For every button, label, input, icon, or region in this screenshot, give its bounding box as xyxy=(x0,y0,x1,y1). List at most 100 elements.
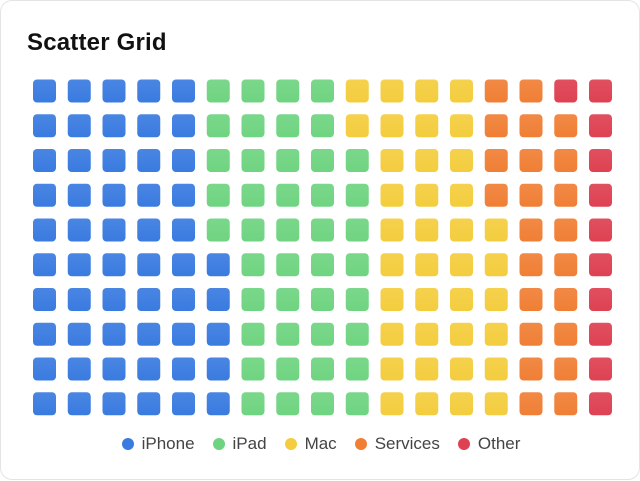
waffle-cell-iphone xyxy=(172,357,195,381)
waffle-cell-other xyxy=(589,149,612,172)
legend-label: Other xyxy=(477,434,521,453)
waffle-cell-iphone xyxy=(137,322,161,346)
waffle-cell-iphone xyxy=(67,218,91,242)
waffle-cell-mac xyxy=(380,288,404,311)
waffle-cell-ipad xyxy=(311,253,334,277)
waffle-cell-iphone xyxy=(102,79,126,103)
waffle-cell-mac xyxy=(484,357,508,381)
waffle-cell-services xyxy=(519,114,543,138)
waffle-cell-other xyxy=(589,79,612,103)
waffle-cell-iphone xyxy=(137,288,161,311)
waffle-cell-ipad xyxy=(241,79,265,103)
waffle-cell-iphone xyxy=(67,288,91,311)
waffle-cell-ipad xyxy=(276,218,300,242)
waffle-cell-services xyxy=(519,218,543,242)
waffle-cell-mac xyxy=(484,218,508,242)
legend-item-services: Services xyxy=(354,434,440,454)
waffle-cell-iphone xyxy=(102,392,126,416)
legend-swatch xyxy=(354,438,367,450)
waffle-cell-other xyxy=(589,253,612,277)
waffle-cell-mac xyxy=(415,183,439,207)
waffle-cell-other xyxy=(589,288,612,311)
waffle-cell-iphone xyxy=(102,114,126,138)
waffle-cell-mac xyxy=(450,288,473,311)
waffle-cell-services xyxy=(519,149,543,172)
waffle-cell-ipad xyxy=(276,392,300,416)
waffle-cell-ipad xyxy=(276,149,300,172)
waffle-cell-iphone xyxy=(33,218,56,242)
waffle-cell-mac xyxy=(415,79,439,103)
waffle-cell-ipad xyxy=(311,149,334,172)
waffle-cell-ipad xyxy=(345,218,369,242)
waffle-cell-iphone xyxy=(172,392,195,416)
legend-label: iPhone xyxy=(141,434,195,453)
waffle-cell-ipad xyxy=(311,357,334,381)
waffle-cell-ipad xyxy=(276,357,300,381)
waffle-cell-iphone xyxy=(137,357,161,381)
legend-item-other: Other xyxy=(457,434,521,454)
waffle-cell-iphone xyxy=(206,357,230,381)
waffle-cell-iphone xyxy=(33,322,56,346)
waffle-cell-ipad xyxy=(241,322,265,346)
waffle-cell-iphone xyxy=(102,357,126,381)
waffle-cell-mac xyxy=(380,392,404,416)
waffle-cell-ipad xyxy=(311,322,334,346)
waffle-cell-iphone xyxy=(172,114,195,138)
waffle-cell-ipad xyxy=(311,183,334,207)
waffle-cell-ipad xyxy=(276,253,300,277)
legend-swatch xyxy=(121,438,134,450)
waffle-cell-mac xyxy=(380,79,404,103)
waffle-cell-ipad xyxy=(311,288,334,311)
waffle-cell-mac xyxy=(450,79,473,103)
waffle-cell-services xyxy=(484,149,508,172)
waffle-cell-services xyxy=(554,183,578,207)
waffle-cell-iphone xyxy=(172,183,195,207)
waffle-cell-mac xyxy=(484,253,508,277)
waffle-cell-other xyxy=(589,183,612,207)
waffle-cell-iphone xyxy=(137,79,161,103)
waffle-cell-services xyxy=(554,253,578,277)
waffle-cell-iphone xyxy=(206,288,230,311)
waffle-cell-iphone xyxy=(172,79,195,103)
waffle-cell-mac xyxy=(380,357,404,381)
legend-item-mac: Mac xyxy=(284,434,337,454)
waffle-cell-mac xyxy=(380,114,404,138)
waffle-cell-iphone xyxy=(102,149,126,172)
waffle-cell-mac xyxy=(415,149,439,172)
legend-swatch xyxy=(212,438,225,450)
waffle-cell-mac xyxy=(380,322,404,346)
waffle-cell-iphone xyxy=(33,183,56,207)
waffle-cell-ipad xyxy=(276,322,300,346)
waffle-cell-ipad xyxy=(206,218,230,242)
waffle-cell-mac xyxy=(415,218,439,242)
waffle-cell-iphone xyxy=(67,357,91,381)
waffle-cell-iphone xyxy=(206,253,230,277)
waffle-cell-iphone xyxy=(172,149,195,172)
waffle-cell-services xyxy=(519,357,543,381)
waffle-cell-ipad xyxy=(206,183,230,207)
waffle-cell-iphone xyxy=(206,322,230,346)
waffle-cell-ipad xyxy=(345,288,369,311)
waffle-cell-mac xyxy=(450,149,473,172)
waffle-cell-iphone xyxy=(67,322,91,346)
waffle-cell-ipad xyxy=(241,253,265,277)
waffle-cell-services xyxy=(519,253,543,277)
waffle-cell-ipad xyxy=(276,288,300,311)
waffle-cell-mac xyxy=(450,114,473,138)
legend-item-ipad: iPad xyxy=(212,434,267,454)
waffle-cell-mac xyxy=(450,253,473,277)
waffle-cell-iphone xyxy=(33,149,56,172)
waffle-cell-iphone xyxy=(33,114,56,138)
waffle-cell-mac xyxy=(415,288,439,311)
waffle-cell-other xyxy=(589,218,612,242)
waffle-cell-ipad xyxy=(311,218,334,242)
waffle-cell-iphone xyxy=(137,392,161,416)
waffle-cell-mac xyxy=(380,183,404,207)
waffle-cell-ipad xyxy=(241,357,265,381)
waffle-cell-mac xyxy=(450,322,473,346)
waffle-cell-iphone xyxy=(33,392,56,416)
waffle-cell-services xyxy=(554,218,578,242)
waffle-cell-services xyxy=(519,322,543,346)
legend-label: Mac xyxy=(304,434,337,453)
